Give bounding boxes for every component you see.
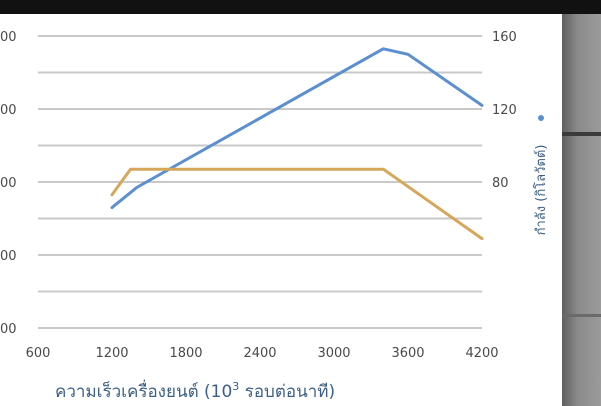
side-panel-divider-lower: [562, 314, 601, 317]
x-axis-title: ความเร็วเครื่องยนต์ (103 รอบต่อนาที): [55, 379, 335, 402]
x-axis-title-tail: รอบต่อนาที): [239, 382, 335, 402]
x-tick-label: 3600: [391, 346, 424, 361]
x-axis-title-sup: 3: [232, 380, 239, 393]
series-line-1: [110, 47, 484, 210]
right-tick-label: 120: [492, 103, 517, 118]
right-tick-label: 160: [492, 30, 517, 45]
x-tick-label: 4200: [465, 346, 498, 361]
left-tick-label: 00: [0, 176, 17, 191]
x-tick-label: 3000: [317, 346, 350, 361]
right-tick-label: 80: [492, 176, 509, 191]
x-tick-label: 600: [26, 346, 51, 361]
top-bar: [0, 0, 601, 14]
right-axis-title: กำลัง (กิโลวัตต์): [533, 145, 549, 236]
grid-lines: [38, 35, 482, 329]
side-panel: [562, 14, 601, 406]
left-tick-label: 00: [0, 103, 17, 118]
side-panel-divider: [562, 132, 601, 136]
left-axis-ticks: 00 00 00 00 00: [0, 30, 17, 337]
x-axis-ticks: 600 1200 1800 2400 3000 3600 4200: [26, 346, 499, 361]
right-axis-ticks: 160 120 80: [492, 30, 517, 191]
chart: 00 00 00 00 00 160 120 80 600 1200 1800 2400 3000 3…: [0, 30, 549, 402]
left-tick-label: 00: [0, 249, 17, 264]
x-tick-label: 1200: [95, 346, 128, 361]
series-line-2: [110, 167, 484, 241]
x-tick-label: 2400: [243, 346, 276, 361]
x-tick-label: 1800: [169, 346, 202, 361]
left-tick-label: 00: [0, 322, 17, 337]
series-layer: [110, 47, 484, 241]
x-axis-title-main: ความเร็วเครื่องยนต์ (10: [55, 379, 232, 402]
left-tick-label: 00: [0, 30, 17, 45]
power-legend-marker: [538, 115, 544, 121]
